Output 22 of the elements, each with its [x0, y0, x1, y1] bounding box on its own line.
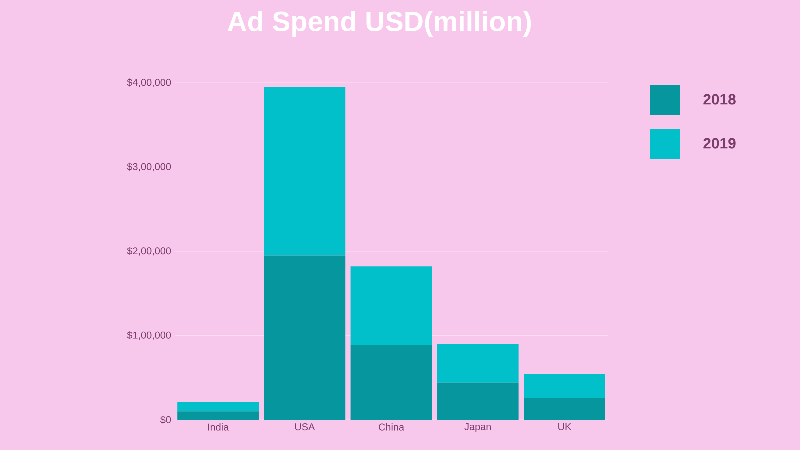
y-tick-label: $1,00,000: [127, 331, 172, 340]
x-tick-label: India: [208, 424, 230, 431]
x-tick-label: USA: [295, 424, 316, 431]
bar: [524, 374, 606, 398]
bar: [178, 402, 260, 412]
x-tick-label: Japan: [464, 424, 492, 432]
bar: [264, 256, 346, 420]
y-tick-label: $3,00,000: [127, 162, 172, 172]
legend-label: 2019: [704, 138, 736, 149]
bar: [178, 412, 260, 420]
y-tick-label: $2,00,000: [127, 247, 172, 256]
bar: [524, 398, 606, 420]
y-tick-label: $0: [160, 416, 172, 424]
bar: [437, 344, 519, 383]
y-tick-label: $4,00,000: [127, 78, 172, 88]
bar: [437, 382, 519, 420]
bar: [350, 266, 432, 346]
legend-label: 2018: [704, 94, 736, 105]
bar: [264, 87, 346, 256]
bar: [350, 345, 432, 420]
x-tick-label: China: [378, 424, 405, 431]
x-tick-label: UK: [558, 424, 572, 430]
